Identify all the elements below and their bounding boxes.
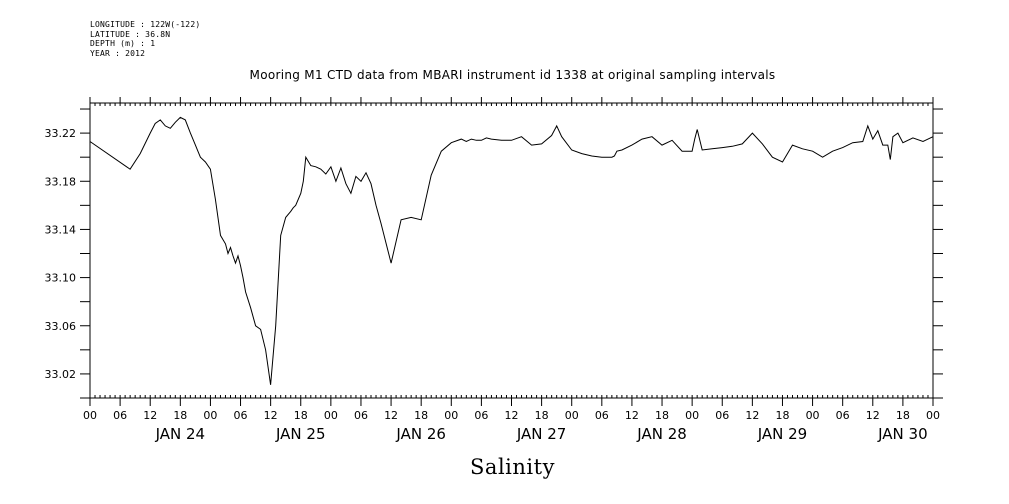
x-tick-label: 12: [264, 409, 278, 422]
y-tick-label: 33.18: [45, 175, 77, 188]
x-tick-label: 12: [625, 409, 639, 422]
x-tick-label: 18: [896, 409, 910, 422]
x-day-label: JAN 26: [395, 425, 446, 443]
metadata-block: LONGITUDE : 122W(-122) LATITUDE : 36.8N …: [90, 20, 200, 58]
x-day-label: JAN 30: [877, 425, 928, 443]
axis-ticks: [80, 97, 943, 406]
y-tick-label: 33.02: [45, 368, 77, 381]
metadata-latitude: LATITUDE : 36.8N: [90, 29, 171, 39]
x-tick-label: 12: [384, 409, 398, 422]
x-tick-label: 12: [143, 409, 157, 422]
x-tick-label: 00: [444, 409, 458, 422]
x-tick-label: 00: [806, 409, 820, 422]
x-tick-label: 12: [505, 409, 519, 422]
x-tick-label: 06: [234, 409, 248, 422]
x-tick-label: 06: [113, 409, 127, 422]
x-tick-label: 06: [715, 409, 729, 422]
x-day-label: JAN 27: [516, 425, 567, 443]
y-tick-label: 33.14: [45, 223, 77, 236]
y-tick-label: 33.22: [45, 127, 77, 140]
x-tick-label: 18: [775, 409, 789, 422]
y-tick-label: 33.06: [45, 320, 77, 333]
x-tick-label: 12: [866, 409, 880, 422]
x-tick-label: 18: [173, 409, 187, 422]
x-tick-label: 18: [655, 409, 669, 422]
x-tick-label: 18: [535, 409, 549, 422]
axis-labels: 00 06 12 18 00 06 12 18 00 06 12 18 00 06 12 18 00 06 12 18…: [45, 127, 941, 443]
x-tick-label: 00: [685, 409, 699, 422]
x-tick-label: 06: [354, 409, 368, 422]
metadata-depth: DEPTH (m) : 1: [90, 39, 156, 49]
x-tick-label: 12: [745, 409, 759, 422]
x-tick-label: 00: [324, 409, 338, 422]
x-axis-label: Salinity: [470, 455, 555, 479]
x-tick-label: 00: [926, 409, 940, 422]
x-day-label: JAN 29: [757, 425, 808, 443]
x-tick-label: 00: [83, 409, 97, 422]
x-tick-label: 18: [414, 409, 428, 422]
plot-frame: [89, 102, 934, 399]
metadata-year: YEAR : 2012: [90, 48, 146, 58]
x-tick-label: 00: [203, 409, 217, 422]
chart-title: Mooring M1 CTD data from MBARI instrumen…: [249, 68, 776, 82]
x-tick-label: 00: [565, 409, 579, 422]
x-tick-label: 06: [836, 409, 850, 422]
x-day-label: JAN 24: [155, 425, 206, 443]
x-day-label: JAN 25: [275, 425, 326, 443]
metadata-longitude: LONGITUDE : 122W(-122): [90, 20, 201, 29]
x-tick-label: 18: [294, 409, 308, 422]
salinity-series-line: [89, 116, 934, 385]
x-day-label: JAN 28: [636, 425, 687, 443]
x-tick-label: 06: [595, 409, 609, 422]
x-tick-label: 06: [474, 409, 488, 422]
y-tick-label: 33.10: [45, 272, 77, 285]
